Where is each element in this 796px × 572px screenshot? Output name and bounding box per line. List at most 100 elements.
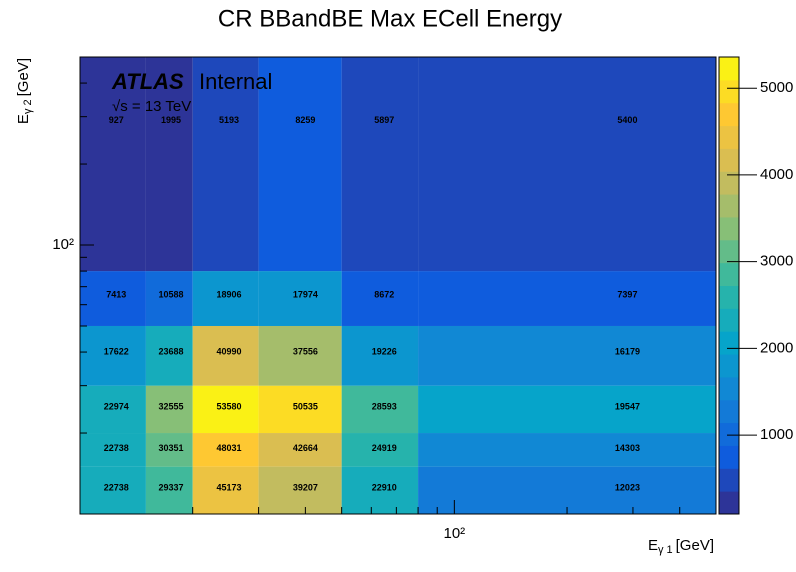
cell-label: 40990 bbox=[216, 346, 241, 356]
y-label-main: E bbox=[15, 114, 32, 124]
heatmap-cell bbox=[418, 325, 716, 386]
x-axis-label: Eγ 1 [GeV] bbox=[648, 537, 714, 556]
colorbar-band bbox=[719, 57, 739, 81]
atlas-label: ATLAS bbox=[111, 69, 184, 94]
cell-label: 23688 bbox=[158, 346, 183, 356]
colorbar-tick-label: 5000 bbox=[760, 79, 793, 96]
cell-label: 42664 bbox=[293, 443, 318, 453]
colorbar-band bbox=[719, 262, 739, 286]
plot-frame bbox=[79, 56, 717, 515]
colorbar-tick-label: 3000 bbox=[760, 253, 793, 270]
heatmap-cell bbox=[192, 433, 259, 467]
heatmap-cell bbox=[418, 271, 716, 326]
heatmap-cell bbox=[80, 433, 146, 467]
colorbar-frame bbox=[718, 56, 740, 515]
heatmap-cell bbox=[192, 271, 259, 326]
cell-label: 8259 bbox=[295, 115, 315, 125]
cell-label: 7397 bbox=[617, 290, 637, 300]
heatmap-cell bbox=[192, 385, 259, 434]
cell-label: 50535 bbox=[293, 401, 318, 411]
colorbar-tick-label: 4000 bbox=[760, 166, 793, 183]
cell-label: 24919 bbox=[372, 443, 397, 453]
colorbar-band bbox=[719, 308, 739, 332]
cell-label: 37556 bbox=[293, 346, 318, 356]
cell-label: 5193 bbox=[219, 115, 239, 125]
cell-label: 18906 bbox=[216, 290, 241, 300]
colorbar-band bbox=[719, 171, 739, 195]
heatmap-cell bbox=[80, 385, 146, 434]
colorbar-band bbox=[719, 216, 739, 241]
heatmap-cell bbox=[145, 385, 193, 434]
cell-label: 17974 bbox=[293, 290, 318, 300]
cell-label: 45173 bbox=[216, 482, 241, 492]
cell-label: 1995 bbox=[161, 115, 181, 125]
heatmap-cell bbox=[80, 271, 146, 326]
heatmap-cell bbox=[258, 57, 342, 272]
heatmap-cell bbox=[145, 325, 193, 386]
cell-label: 7413 bbox=[106, 290, 126, 300]
heatmap-cell bbox=[258, 433, 342, 467]
heatmap-cell bbox=[258, 325, 342, 386]
heatmap-cell bbox=[341, 466, 419, 514]
x-label-sub: γ 1 bbox=[658, 544, 673, 556]
colorbar-band bbox=[719, 194, 739, 218]
heatmap-cell bbox=[145, 466, 193, 514]
heatmap-cell bbox=[341, 271, 419, 326]
y-label-unit: [GeV] bbox=[15, 58, 32, 96]
x-label-main: E bbox=[648, 537, 658, 554]
colorbar-tick-label: 2000 bbox=[760, 339, 793, 356]
y-tick-label: 10² bbox=[52, 236, 74, 253]
cell-label: 14303 bbox=[615, 443, 640, 453]
heatmap-cell bbox=[145, 433, 193, 467]
cell-label: 17622 bbox=[104, 346, 129, 356]
cell-label: 28593 bbox=[372, 401, 397, 411]
heatmap-cell bbox=[418, 433, 716, 467]
cell-label: 29337 bbox=[158, 482, 183, 492]
cell-label: 8672 bbox=[374, 290, 394, 300]
x-label-unit: [GeV] bbox=[676, 537, 714, 554]
colorbar-band bbox=[719, 422, 739, 446]
heatmap-cell bbox=[145, 271, 193, 326]
colorbar-band bbox=[719, 399, 739, 424]
colorbar-band bbox=[719, 148, 739, 172]
colorbar-band bbox=[719, 239, 739, 264]
y-label-sub: γ 2 bbox=[22, 99, 34, 114]
colorbar-tick-label: 1000 bbox=[760, 426, 793, 443]
cell-label: 53580 bbox=[216, 401, 241, 411]
colorbar-band bbox=[719, 102, 739, 127]
colorbar-band bbox=[719, 376, 739, 401]
x-tick-label: 10² bbox=[444, 525, 466, 542]
heatmap-cell bbox=[258, 385, 342, 434]
heatmap-cell bbox=[80, 325, 146, 386]
colorbar-band bbox=[719, 491, 739, 515]
heatmap-cell bbox=[418, 57, 716, 272]
cell-label: 19226 bbox=[372, 346, 397, 356]
heatmap-cell bbox=[80, 466, 146, 514]
heatmap-cell bbox=[145, 57, 193, 272]
heatmap-cell bbox=[192, 57, 259, 272]
chart-title: CR BBandBE Max ECell Energy bbox=[218, 5, 562, 32]
colorbar-band bbox=[719, 445, 739, 469]
energy-label: √s = 13 TeV bbox=[112, 98, 191, 115]
cell-label: 16179 bbox=[615, 346, 640, 356]
heatmap-cell bbox=[258, 466, 342, 514]
colorbar-band bbox=[719, 331, 739, 355]
heatmap-cell bbox=[80, 57, 146, 272]
colorbar-band bbox=[719, 285, 739, 309]
heatmap-cell bbox=[418, 466, 716, 514]
colorbar-band bbox=[719, 79, 739, 104]
cell-label: 10588 bbox=[158, 290, 183, 300]
heatmap-cell bbox=[341, 433, 419, 467]
heatmap-cell bbox=[192, 466, 259, 514]
cell-label: 5897 bbox=[374, 115, 394, 125]
colorbar-band bbox=[719, 468, 739, 492]
colorbar-band bbox=[719, 354, 739, 378]
cell-label: 22974 bbox=[104, 401, 129, 411]
cell-label: 5400 bbox=[617, 115, 637, 125]
heatmap-cell bbox=[258, 271, 342, 326]
cell-label: 22738 bbox=[104, 482, 129, 492]
cell-label: 927 bbox=[109, 115, 124, 125]
heatmap-cell bbox=[192, 325, 259, 386]
cell-label: 32555 bbox=[158, 401, 183, 411]
